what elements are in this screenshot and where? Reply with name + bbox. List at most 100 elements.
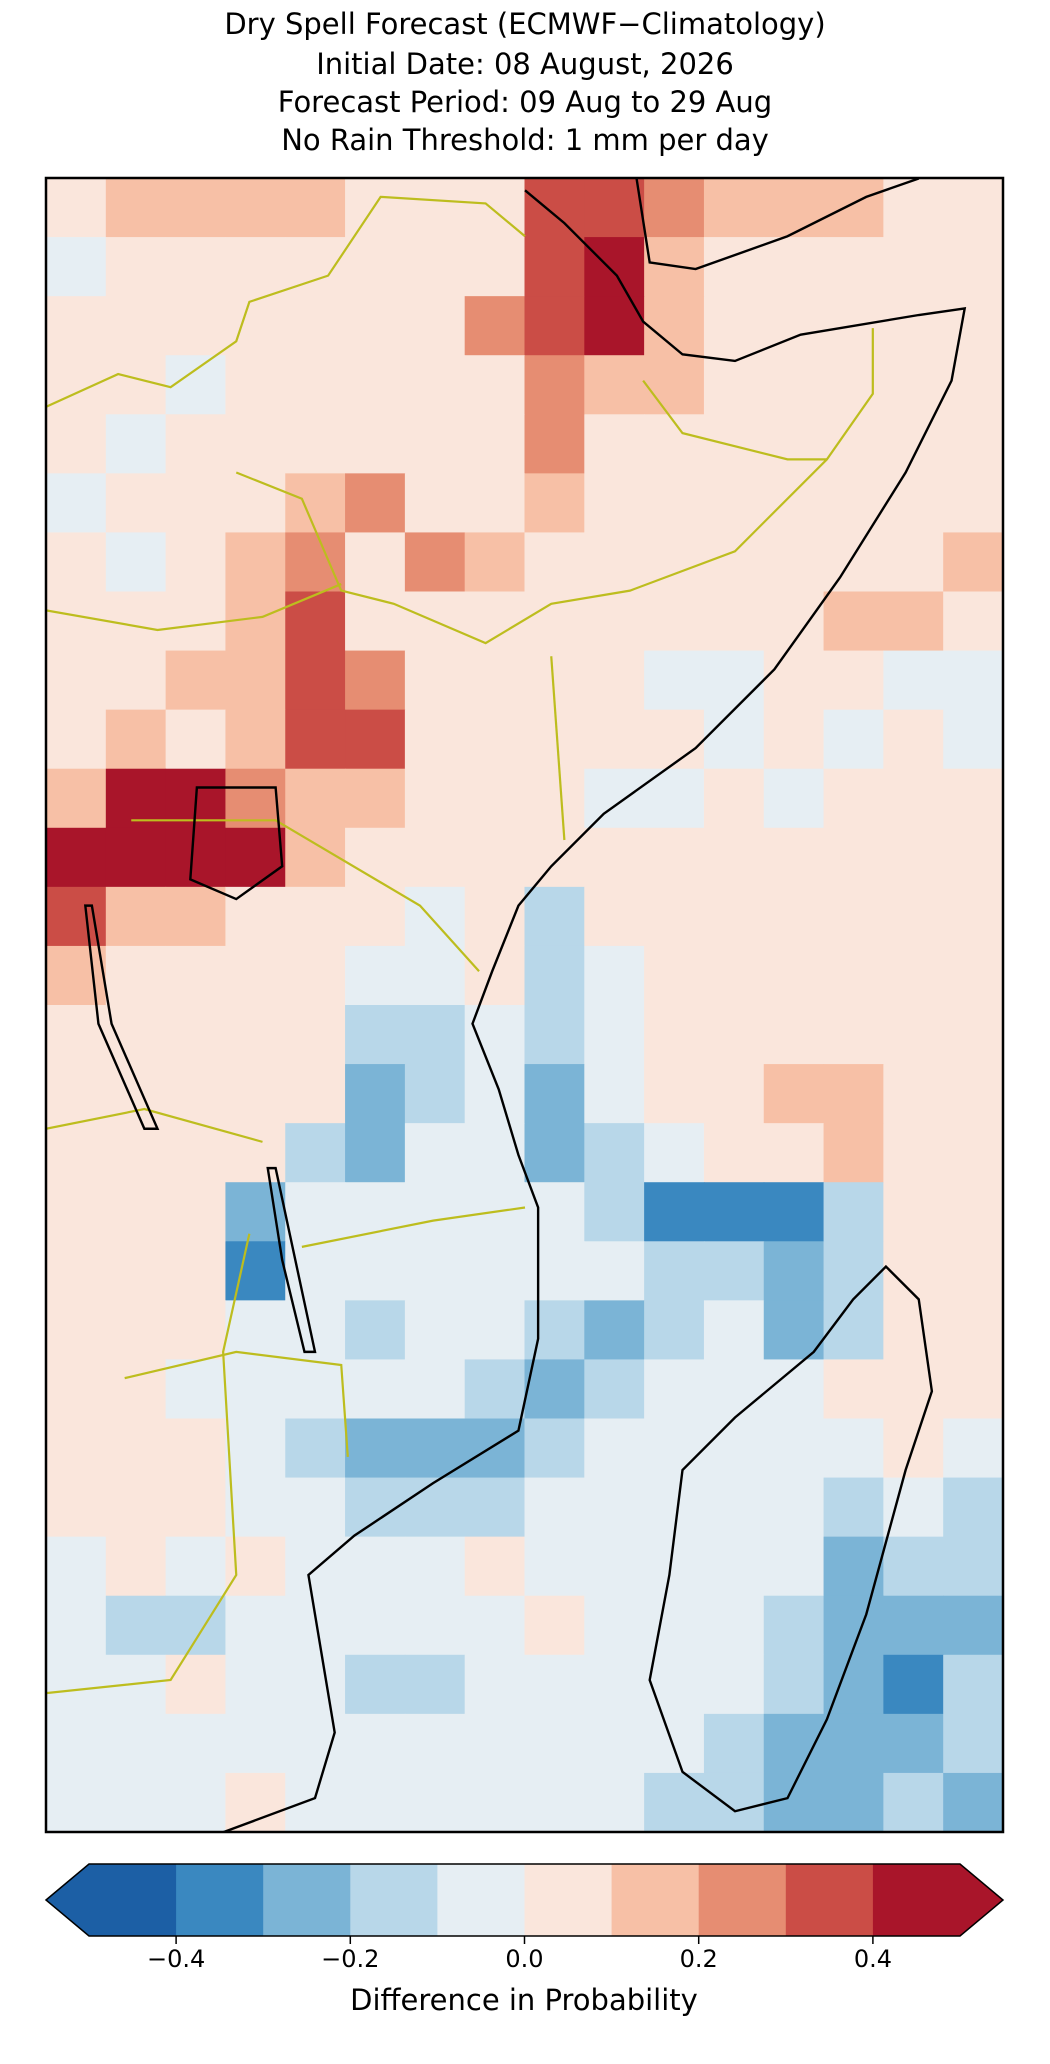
grid-cell bbox=[943, 178, 1004, 238]
grid-cell bbox=[404, 945, 466, 1006]
grid-cell bbox=[285, 650, 346, 711]
grid-cell bbox=[105, 1772, 167, 1833]
grid-cell bbox=[943, 1300, 1004, 1360]
grid-cell bbox=[703, 709, 765, 770]
grid-cell bbox=[823, 532, 884, 592]
grid-cell bbox=[285, 709, 346, 770]
raster bbox=[46, 178, 1004, 1833]
madagascar bbox=[650, 1267, 932, 1812]
grid-cell bbox=[105, 1418, 167, 1479]
grid-cell bbox=[703, 1536, 765, 1597]
grid-cell bbox=[464, 473, 525, 533]
grid-cell bbox=[105, 1536, 167, 1597]
grid-cell bbox=[46, 1359, 107, 1419]
grid-cell bbox=[464, 591, 525, 652]
coastline bbox=[223, 190, 965, 1832]
border bbox=[643, 381, 827, 460]
grid-cell bbox=[225, 1772, 286, 1833]
grid-cell bbox=[644, 178, 705, 238]
grid-cell bbox=[524, 1123, 585, 1183]
border bbox=[125, 1352, 348, 1457]
border bbox=[551, 656, 564, 840]
grid-cell bbox=[883, 768, 944, 829]
grid-cell bbox=[464, 1713, 525, 1774]
grid-cell bbox=[285, 1477, 346, 1538]
grid-cell bbox=[943, 1654, 1004, 1715]
grid-cell bbox=[105, 532, 167, 592]
grid-cell bbox=[763, 1005, 825, 1065]
grid-cell bbox=[165, 473, 226, 533]
grid-cell bbox=[165, 650, 226, 711]
grid-cell bbox=[404, 178, 466, 238]
colorbar: −0.4 −0.2 0.0 0.2 0.4 bbox=[44, 1863, 1005, 1973]
colorbar-segment bbox=[785, 1864, 874, 1936]
title-line: Dry Spell Forecast (ECMWF−Climatology) bbox=[224, 7, 825, 41]
grid-cell bbox=[105, 237, 167, 297]
grid-cell bbox=[285, 1418, 346, 1479]
grid-cell bbox=[165, 1064, 226, 1124]
grid-cell bbox=[404, 237, 466, 297]
grid-cell bbox=[823, 414, 884, 474]
grid-cell bbox=[703, 414, 765, 474]
grid-cell bbox=[584, 1005, 645, 1065]
grid-cell bbox=[644, 650, 705, 711]
grid-cell bbox=[225, 355, 286, 415]
grid-cell bbox=[883, 355, 944, 415]
grid-cell bbox=[225, 1182, 286, 1242]
grid-cell bbox=[165, 886, 226, 947]
grid-cell bbox=[644, 886, 705, 947]
grid-cell bbox=[105, 886, 167, 947]
grid-cell bbox=[823, 237, 884, 297]
grid-cell bbox=[165, 591, 226, 652]
grid-cell bbox=[703, 296, 765, 356]
grid-cell bbox=[823, 1772, 884, 1833]
grid-cell bbox=[763, 1418, 825, 1479]
grid-cell bbox=[763, 1536, 825, 1597]
grid-cell bbox=[943, 1536, 1004, 1597]
grid-cell bbox=[105, 1182, 167, 1242]
grid-cell bbox=[404, 768, 466, 829]
grid-cell bbox=[703, 355, 765, 415]
grid-cell bbox=[404, 1300, 466, 1360]
grid-cell bbox=[524, 1300, 585, 1360]
grid-cell bbox=[105, 473, 167, 533]
grid-cell bbox=[943, 768, 1004, 829]
plot-frame bbox=[44, 176, 1005, 1834]
grid-cell bbox=[165, 1182, 226, 1242]
lake bbox=[85, 906, 157, 1129]
grid-cell bbox=[105, 709, 167, 770]
title-line: Initial Date: 08 August, 2026 bbox=[316, 47, 734, 81]
grid-cell bbox=[883, 1241, 944, 1301]
grid-cell bbox=[644, 709, 705, 770]
grid-cell bbox=[584, 1536, 645, 1597]
colorbar-segment bbox=[698, 1864, 787, 1936]
grid-cell bbox=[225, 709, 286, 770]
grid-cell bbox=[464, 1477, 525, 1538]
grid-cell bbox=[464, 1300, 525, 1360]
grid-cell bbox=[105, 827, 167, 888]
grid-cell bbox=[46, 532, 107, 592]
grid-cell bbox=[943, 591, 1004, 652]
grid-cell bbox=[584, 1654, 645, 1715]
grid-cell bbox=[105, 591, 167, 652]
grid-cell bbox=[703, 1005, 765, 1065]
grid-cell bbox=[464, 355, 525, 415]
border bbox=[46, 584, 341, 630]
grid-cell bbox=[584, 296, 645, 356]
grid-cell bbox=[524, 1477, 585, 1538]
grid-cell bbox=[165, 709, 226, 770]
grid-cell bbox=[345, 1595, 406, 1656]
grid-cell bbox=[225, 886, 286, 947]
grid-cell bbox=[464, 1772, 525, 1833]
grid-cell bbox=[345, 1359, 406, 1419]
grid-cell bbox=[703, 1477, 765, 1538]
grid-cell bbox=[165, 1123, 226, 1183]
grid-cell bbox=[225, 650, 286, 711]
grid-cell bbox=[285, 473, 346, 533]
grid-cell bbox=[345, 473, 406, 533]
grid-cell bbox=[644, 473, 705, 533]
grid-cell bbox=[524, 1241, 585, 1301]
grid-cell bbox=[165, 1418, 226, 1479]
grid-cell bbox=[225, 1477, 286, 1538]
colorbar-extend-high bbox=[960, 1864, 1003, 1936]
